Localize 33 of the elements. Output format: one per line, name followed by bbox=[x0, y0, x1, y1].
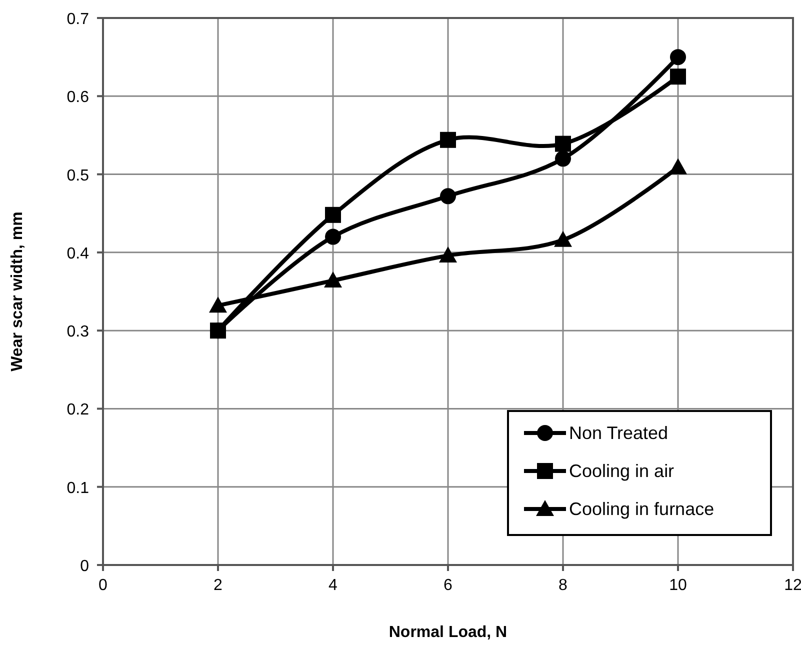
y-axis-title: Wear scar width, mm bbox=[9, 212, 26, 372]
x-tick-label: 2 bbox=[214, 577, 223, 594]
x-axis-title: Normal Load, N bbox=[388, 624, 508, 641]
point bbox=[555, 150, 571, 167]
y-tick-label: 0.2 bbox=[66, 402, 90, 419]
x-tick-label: 0 bbox=[98, 577, 108, 594]
point bbox=[209, 296, 227, 313]
point bbox=[325, 206, 341, 223]
point bbox=[555, 136, 571, 152]
x-tick-label: 12 bbox=[784, 577, 801, 594]
point bbox=[325, 228, 341, 245]
point bbox=[670, 49, 686, 66]
y-tick-label: 0.5 bbox=[66, 167, 90, 184]
y-tick-label: 0 bbox=[80, 558, 90, 575]
x-tick-label: 6 bbox=[444, 577, 453, 594]
point bbox=[670, 68, 686, 85]
legend-label: Non Treated bbox=[569, 423, 668, 443]
legend-label: Cooling in air bbox=[569, 461, 674, 481]
y-tick-label: 0.7 bbox=[66, 11, 90, 28]
y-tick-label: 0.6 bbox=[66, 89, 90, 106]
point bbox=[439, 246, 457, 263]
y-tick-label: 0.3 bbox=[66, 324, 90, 341]
y-tick-label: 0.4 bbox=[66, 245, 90, 262]
point bbox=[554, 230, 572, 247]
x-tick-label: 8 bbox=[558, 577, 568, 594]
legend-label: Cooling in furnace bbox=[569, 499, 714, 519]
point bbox=[440, 132, 456, 148]
y-tick-label: 0.1 bbox=[66, 480, 90, 497]
x-tick-label: 4 bbox=[328, 577, 338, 594]
x-tick-label: 10 bbox=[669, 577, 687, 594]
point bbox=[210, 322, 226, 339]
point bbox=[324, 272, 342, 288]
point bbox=[440, 188, 456, 204]
